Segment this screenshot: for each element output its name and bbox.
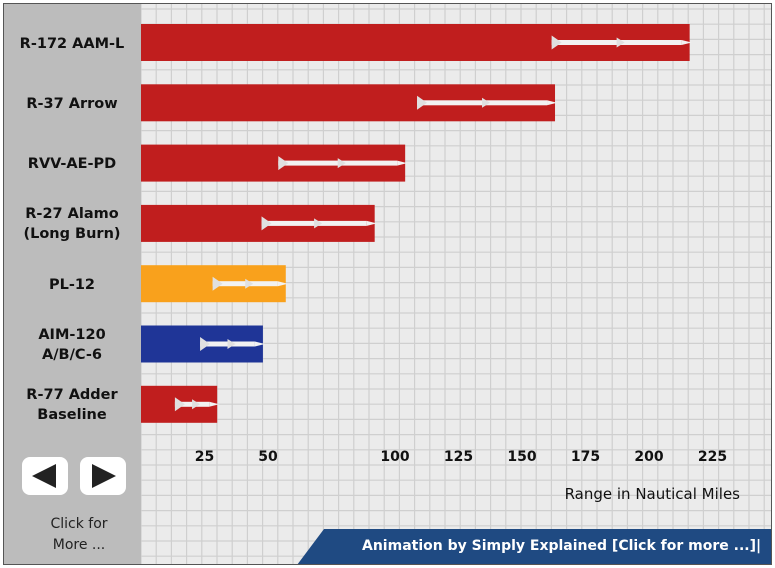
category-label: PL-12	[48, 276, 96, 293]
previous-button[interactable]	[22, 457, 68, 495]
missile-icon	[261, 216, 377, 231]
x-tick-label: 175	[571, 449, 600, 465]
missile-icon	[174, 397, 220, 412]
x-tick-label: 50	[258, 449, 278, 465]
chart-frame: R-172 AAM-L R-37 Arrow RVV-AE-PD R-27 Alamo…	[3, 3, 772, 565]
missile-icon	[200, 337, 265, 351]
missile-icon	[212, 276, 288, 291]
credit-banner-shape	[297, 529, 771, 564]
missile-icon	[551, 35, 692, 50]
category-label: RVV-AE-PD	[27, 156, 117, 173]
x-tick-label: 150	[507, 449, 536, 465]
next-button[interactable]	[80, 457, 126, 495]
category-label: R-37 Arrow	[26, 95, 118, 112]
right-arrow-icon	[92, 464, 116, 488]
category-label: R-27 Alamo (Long Burn)	[23, 206, 121, 243]
click-for-more-link[interactable]: Click for More ...	[50, 516, 108, 553]
x-tick-label: 100	[380, 449, 409, 465]
category-label: R-172 AAM-L	[19, 35, 125, 52]
x-tick-label: 25	[195, 449, 214, 465]
category-label: R-77 Adder Baseline	[26, 387, 118, 424]
x-tick-label: 200	[634, 449, 663, 465]
category-label: AIM-120 A/B/C-6	[38, 327, 106, 363]
x-tick-label: 125	[444, 449, 473, 465]
left-arrow-icon	[32, 464, 56, 488]
missile-icon	[278, 156, 408, 171]
missile-icon	[417, 95, 558, 110]
plot-area: 25 50 100 125 150 175 200 225 Range in Nautical…	[141, 4, 771, 564]
bar-chart: 25 50 100 125 150 175 200 225	[141, 4, 771, 564]
category-sidebar: R-172 AAM-L R-37 Arrow RVV-AE-PD R-27 Alamo…	[4, 4, 141, 564]
x-tick-label: 225	[698, 449, 727, 465]
credit-banner[interactable]: Animation by Simply Explained [Click for…	[294, 529, 771, 564]
credit-text: Animation by Simply Explained [Click for…	[362, 538, 762, 554]
grid	[141, 4, 771, 564]
x-axis-label: Range in Nautical Miles	[564, 485, 740, 503]
